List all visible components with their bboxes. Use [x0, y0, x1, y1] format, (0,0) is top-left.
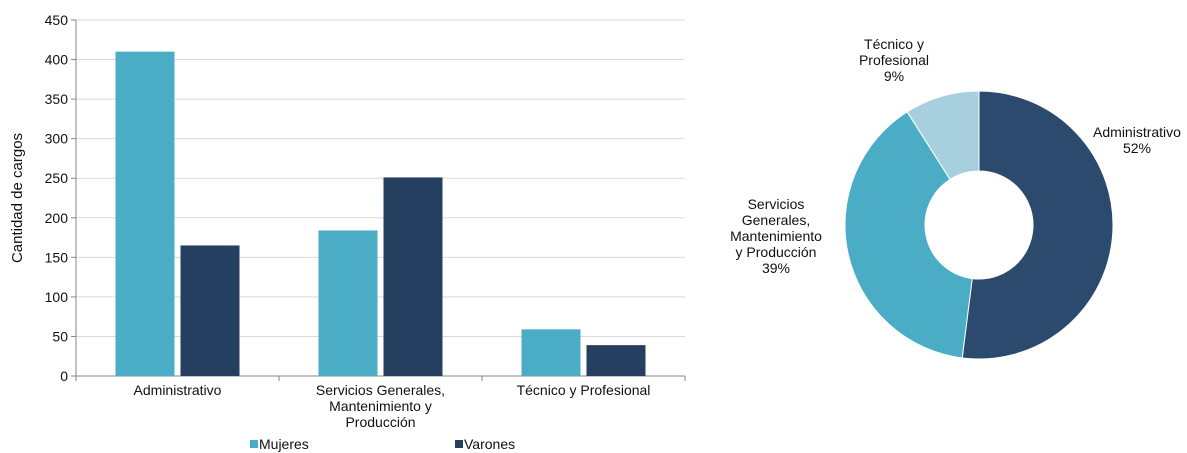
bar: [180, 245, 240, 376]
y-tick-label: 50: [52, 328, 68, 344]
legend-swatch: [455, 440, 463, 448]
bar: [115, 51, 175, 377]
y-tick-label: 250: [45, 170, 69, 186]
donut-slice: [961, 90, 1114, 360]
legend-label: Varones: [464, 436, 515, 452]
legend-swatch: [250, 440, 258, 448]
bar: [586, 345, 646, 376]
y-tick-label: 400: [45, 52, 69, 68]
y-tick-label: 450: [45, 12, 69, 28]
bar: [521, 329, 581, 376]
category-label: Técnico y Profesional: [517, 382, 651, 398]
category-label: Administrativo: [134, 382, 222, 398]
bar: [383, 177, 443, 376]
legend-label: Mujeres: [259, 436, 309, 452]
donut-slice: [844, 111, 973, 359]
category-label: Servicios Generales, Mantenimiento y Produ…: [316, 382, 445, 430]
y-tick-label: 350: [45, 91, 69, 107]
bar-chart: 0 50 100 150 200 250 300 350 400 450 Cantidad de c…: [9, 12, 686, 452]
slice-label: Administrativo 52%: [1093, 124, 1181, 156]
y-tick-label: 200: [45, 210, 69, 226]
slice-label: Servicios Generales, Mantenimiento y Produc…: [730, 196, 822, 276]
y-axis-label: Cantidad de cargos: [9, 133, 26, 263]
donut-slice: [906, 90, 980, 181]
slice-label: Técnico y Profesional 9%: [859, 36, 929, 84]
y-tick-label: 0: [60, 368, 68, 384]
y-tick-label: 100: [45, 289, 69, 305]
y-tick-label: 300: [45, 131, 69, 147]
bar: [318, 230, 378, 376]
donut-chart: Administrativo 52% Servicios Generales, Mant…: [730, 36, 1181, 360]
y-tick-label: 150: [45, 249, 69, 265]
